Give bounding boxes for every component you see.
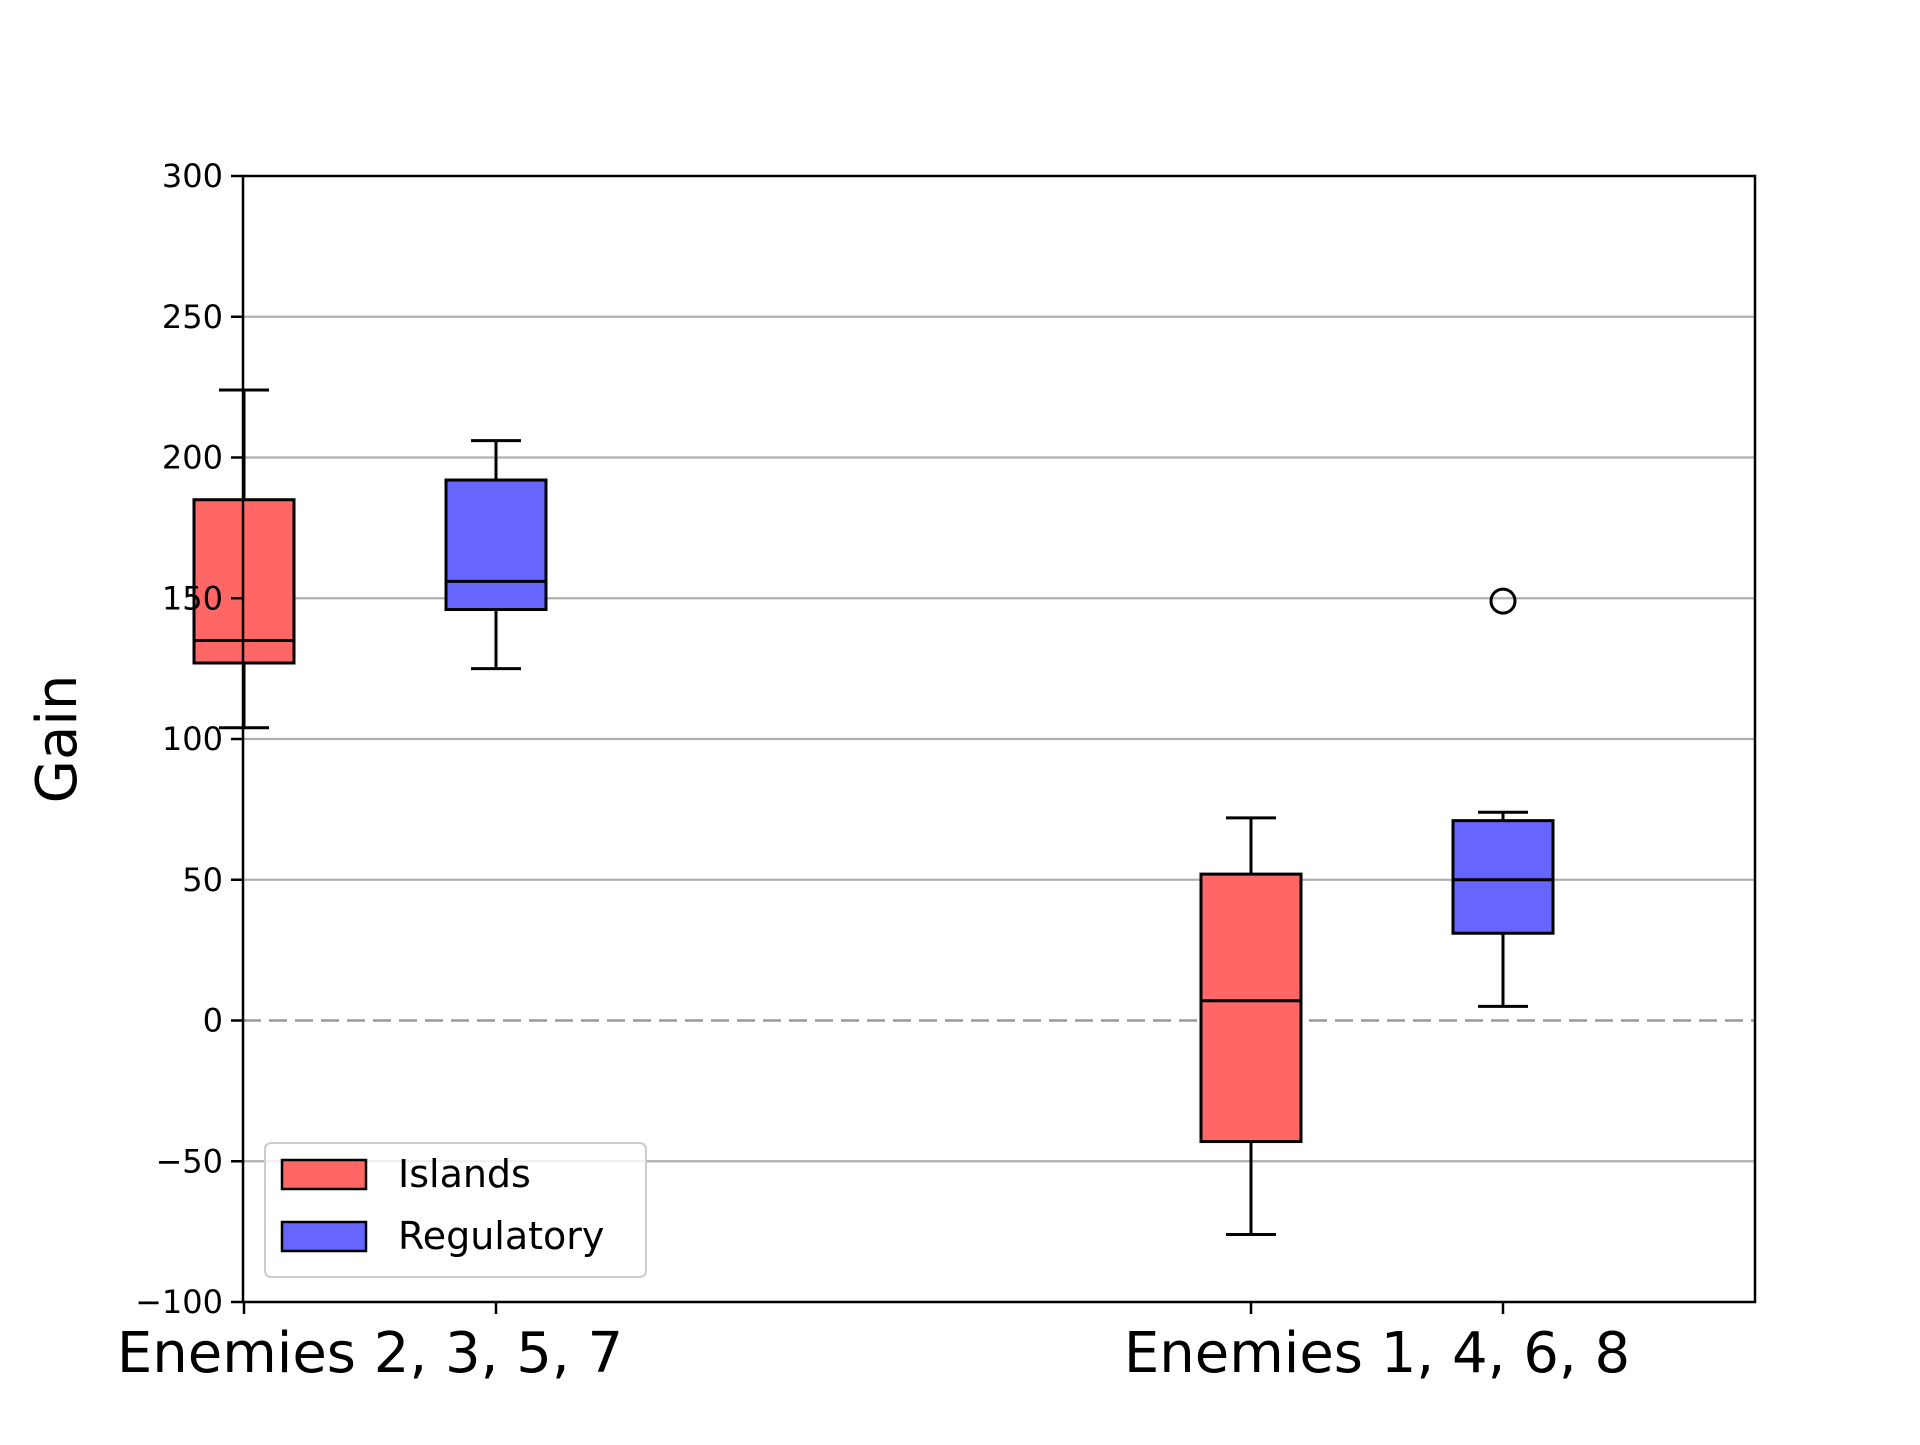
y-tick-label: 150 xyxy=(162,579,223,617)
legend-swatch-islands xyxy=(280,1158,368,1191)
x-category-label: Enemies 1, 4, 6, 8 xyxy=(1124,1321,1630,1386)
y-tick-label: 0 xyxy=(203,1002,223,1040)
box-iqr xyxy=(444,478,548,612)
legend-label-islands: Islands xyxy=(398,1152,531,1196)
box-regulatory-1 xyxy=(444,439,548,671)
legend-label-regulatory: Regulatory xyxy=(398,1214,604,1258)
box-islands-2 xyxy=(1199,816,1303,1236)
legend: Islands Regulatory xyxy=(264,1142,647,1278)
y-tick-label: 200 xyxy=(162,439,223,477)
y-tick-label: 300 xyxy=(162,157,223,195)
y-tick-label: 50 xyxy=(182,861,223,899)
box-regulatory-2 xyxy=(1451,587,1555,1008)
outlier-point xyxy=(1489,587,1517,615)
y-tick-label: 100 xyxy=(162,720,223,758)
y-tick-label: 250 xyxy=(162,298,223,336)
y-tick-label: −50 xyxy=(155,1142,223,1180)
y-tick-label: −100 xyxy=(135,1283,223,1321)
y-axis-title: Gain xyxy=(25,675,90,804)
x-category-label: Enemies 2, 3, 5, 7 xyxy=(117,1321,623,1386)
legend-swatch-regulatory xyxy=(280,1220,368,1253)
box-iqr xyxy=(1199,872,1303,1144)
axes: −100 −50 0 50 100 150 200 250 300 Enemies 2, 3, 5… xyxy=(117,157,1757,1386)
box-iqr xyxy=(1451,819,1555,935)
